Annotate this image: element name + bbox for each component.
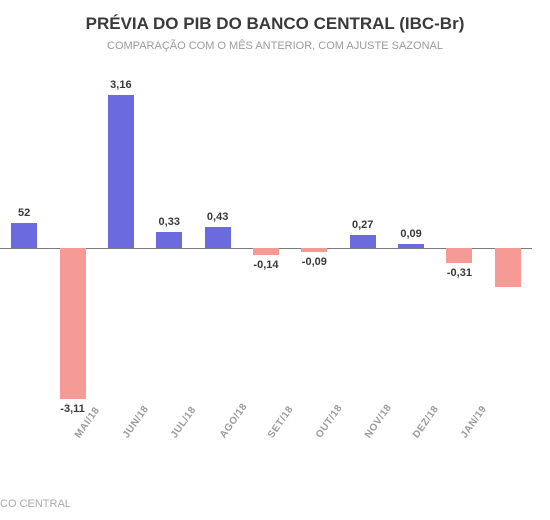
chart-container: PRÉVIA DO PIB DO BANCO CENTRAL (IBC-Br) … xyxy=(0,0,550,520)
bar-slot: 52 xyxy=(0,78,48,418)
bar xyxy=(301,248,327,252)
chart-footer: CO CENTRAL xyxy=(0,498,71,510)
x-label-slot: JUN/18 xyxy=(97,428,145,488)
value-label: 0,27 xyxy=(352,219,373,231)
value-label: 0,09 xyxy=(400,228,421,240)
x-label-slot: NOV/18 xyxy=(339,428,387,488)
value-label: 3,16 xyxy=(110,79,131,91)
bar xyxy=(108,95,134,248)
bar-slot: 3,16 xyxy=(97,78,145,418)
bar-slot: -0,31 xyxy=(435,78,483,418)
bar xyxy=(253,248,279,255)
bar-slot: 0,43 xyxy=(193,78,241,418)
bar-slot xyxy=(484,78,532,418)
bar xyxy=(398,244,424,248)
bar-slot: 0,27 xyxy=(339,78,387,418)
value-label: 0,43 xyxy=(207,211,228,223)
x-label-slot: AGO/18 xyxy=(193,428,241,488)
chart-subtitle: COMPARAÇÃO COM O MÊS ANTERIOR, COM AJUST… xyxy=(0,34,550,52)
chart-title: PRÉVIA DO PIB DO BANCO CENTRAL (IBC-Br) xyxy=(0,0,550,34)
bar-slot: 0,33 xyxy=(145,78,193,418)
value-label: -0,09 xyxy=(302,256,327,268)
bar-slot: -0,14 xyxy=(242,78,290,418)
x-axis-labels: MAI/18JUN/18JUL/18AGO/18SET/18OUT/18NOV/… xyxy=(0,428,532,488)
x-label-slot: OUT/18 xyxy=(290,428,338,488)
plot-area: 52 -3,11 3,16 0,33 0,43 -0,14 -0,09 0,27 0,09 -0,… xyxy=(0,78,532,418)
x-label-slot: DEZ/18 xyxy=(387,428,435,488)
bar-slot: -3,11 xyxy=(48,78,96,418)
bar xyxy=(11,223,37,248)
bar-slot: 0,09 xyxy=(387,78,435,418)
bar xyxy=(446,248,472,263)
bar xyxy=(350,235,376,248)
bar xyxy=(156,232,182,248)
value-label: -3,11 xyxy=(60,403,84,415)
bar xyxy=(205,227,231,248)
value-label: 0,33 xyxy=(159,216,180,228)
bars-group: 52 -3,11 3,16 0,33 0,43 -0,14 -0,09 0,27 0,09 -0,… xyxy=(0,78,532,418)
bar xyxy=(60,248,86,399)
value-label: 52 xyxy=(18,207,30,219)
bar-slot: -0,09 xyxy=(290,78,338,418)
value-label: -0,31 xyxy=(447,267,472,279)
x-label-slot: JUL/18 xyxy=(145,428,193,488)
value-label: -0,14 xyxy=(253,259,278,271)
x-label-slot: MAI/18 xyxy=(48,428,96,488)
x-label-slot xyxy=(0,428,48,488)
x-label-slot: SET/18 xyxy=(242,428,290,488)
x-label-slot: JAN/19 xyxy=(435,428,483,488)
bar xyxy=(495,248,521,287)
x-label-slot xyxy=(484,428,532,488)
